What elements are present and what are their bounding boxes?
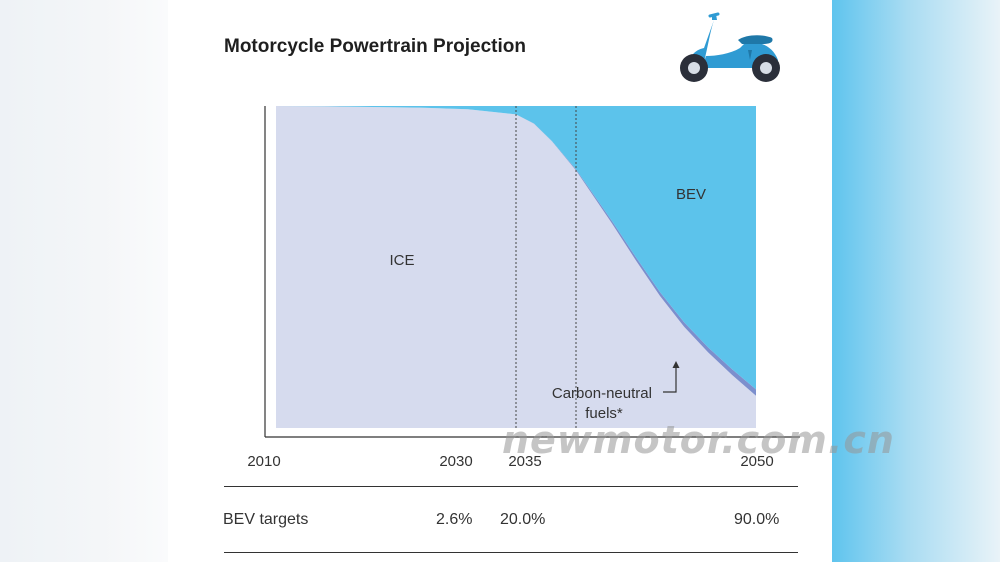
bev-target-2050: 90.0% [734,511,780,528]
area-bev [276,106,756,390]
watermark: newmotor.com.cn [502,418,895,462]
label-ice: ICE [389,252,414,269]
x-tick-2010: 2010 [247,453,280,470]
label-carbon-neutral-fuels: Carbon-neutral fuels* [552,385,656,422]
background-left [0,0,168,562]
x-tick-2035: 2035 [508,453,541,470]
table-bottom-divider [224,552,798,553]
scooter-icon [680,12,780,82]
bev-target-2035: 20.0% [500,511,546,528]
carbon-neutral-fuels-pointer [663,366,677,393]
chart-title: Motorcycle Powertrain Projection [224,36,526,57]
table-top-divider [224,486,798,487]
x-tick-2030: 2030 [439,453,472,470]
bev-targets-label: BEV targets [223,511,309,528]
bev-target-2030: 2.6% [436,511,473,528]
background-right [832,0,1000,562]
label-bev: BEV [676,186,706,203]
x-tick-2050: 2050 [740,453,773,470]
pointer-arrowhead [672,361,680,368]
